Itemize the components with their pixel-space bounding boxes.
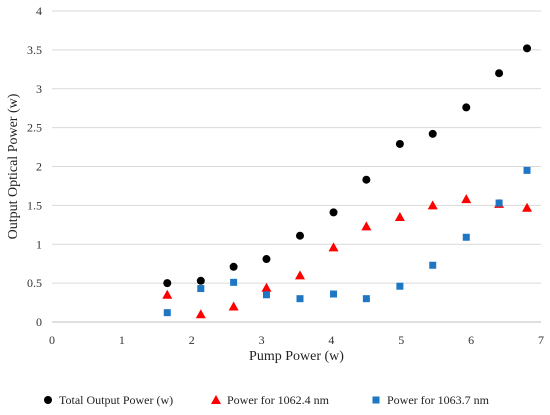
data-point xyxy=(495,69,504,78)
legend-marker xyxy=(211,395,221,404)
data-point xyxy=(261,282,272,292)
data-point xyxy=(296,295,304,303)
data-point xyxy=(523,44,532,53)
data-point xyxy=(362,175,371,184)
data-point xyxy=(163,309,171,317)
data-point xyxy=(427,200,438,210)
y-tick-label: 0 xyxy=(36,315,42,329)
data-point xyxy=(461,194,472,204)
data-point xyxy=(429,261,437,269)
data-point xyxy=(295,231,304,240)
legend-item: Total Output Power (w) xyxy=(44,393,173,407)
x-tick-label: 0 xyxy=(49,333,55,347)
series-triangle xyxy=(162,194,533,319)
data-point xyxy=(361,221,372,231)
legend-label: Power for 1063.7 nm xyxy=(387,393,490,407)
data-point xyxy=(329,208,338,217)
y-tick-label: 3.5 xyxy=(27,43,42,57)
data-point xyxy=(230,278,238,286)
data-point xyxy=(162,289,173,299)
series-square xyxy=(163,166,531,317)
y-tick-label: 1 xyxy=(36,237,42,251)
data-point xyxy=(229,262,238,271)
data-point xyxy=(428,129,437,138)
y-tick-label: 4 xyxy=(36,4,42,18)
legend-item: Power for 1063.7 nm xyxy=(372,393,490,407)
data-point xyxy=(328,242,339,252)
data-point xyxy=(523,166,531,174)
legend-label: Power for 1062.4 nm xyxy=(227,393,330,407)
x-tick-label: 3 xyxy=(259,333,265,347)
y-tick-label: 2 xyxy=(36,160,42,174)
data-point xyxy=(362,295,370,303)
data-point xyxy=(294,270,305,280)
legend-marker xyxy=(44,396,52,404)
gridlines xyxy=(52,10,541,284)
data-points xyxy=(162,44,533,319)
data-point xyxy=(462,233,470,241)
data-point xyxy=(197,285,205,293)
x-tick-label: 1 xyxy=(119,333,125,347)
data-point xyxy=(262,291,270,299)
data-point xyxy=(395,139,404,148)
data-point xyxy=(495,199,503,207)
y-axis-title: Output Optical Power (w) xyxy=(6,93,21,239)
y-tick-label: 1.5 xyxy=(27,198,42,212)
x-tick-label: 4 xyxy=(328,333,334,347)
data-point xyxy=(462,103,471,112)
data-point xyxy=(522,202,533,212)
data-point xyxy=(330,290,338,298)
x-tick-label: 7 xyxy=(538,333,544,347)
legend-marker xyxy=(372,396,380,404)
y-tick-label: 0.5 xyxy=(27,276,42,290)
data-point xyxy=(195,309,206,319)
x-axis-title: Pump Power (w) xyxy=(249,349,344,364)
data-point xyxy=(196,276,205,285)
data-point xyxy=(394,212,405,222)
x-tick-label: 5 xyxy=(398,333,404,347)
y-tick-label: 3 xyxy=(36,82,42,96)
y-tick-labels: 0 0.5 1 1.5 2 2.5 3 3.5 4 xyxy=(27,4,42,329)
data-point xyxy=(163,279,172,288)
y-tick-label: 2.5 xyxy=(27,121,42,135)
legend: Total Output Power (w) Power for 1062.4 n… xyxy=(44,393,490,407)
x-tick-labels: 0 1 2 3 4 5 6 7 xyxy=(49,333,544,347)
x-tick-label: 2 xyxy=(189,333,195,347)
x-tick-label: 6 xyxy=(468,333,474,347)
legend-item: Power for 1062.4 nm xyxy=(211,393,330,407)
legend-label: Total Output Power (w) xyxy=(59,393,173,407)
data-point xyxy=(228,301,239,311)
series-circle xyxy=(163,44,532,288)
data-point xyxy=(396,282,404,290)
data-point xyxy=(262,255,271,264)
